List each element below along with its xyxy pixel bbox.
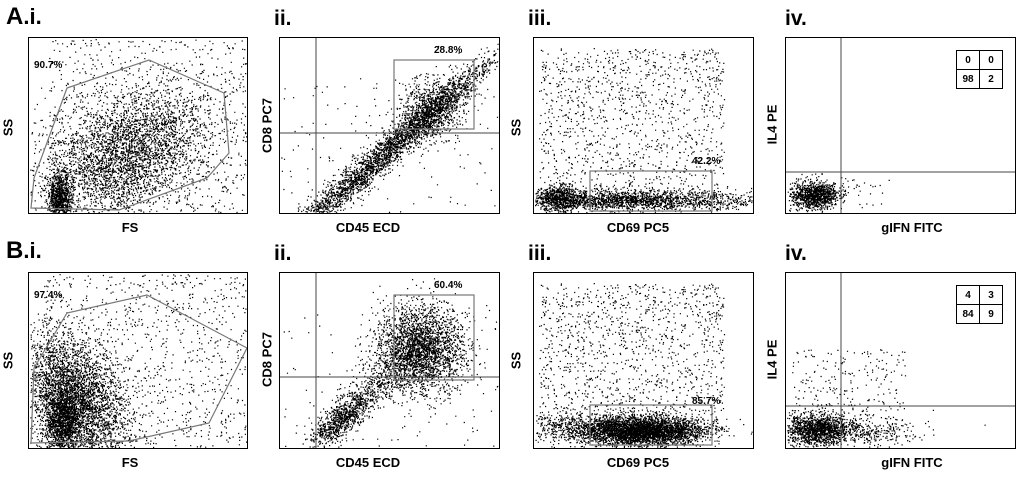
scatter-plot-a-iii: 42.2% (533, 37, 754, 214)
x-axis-label-a-i: FS (121, 220, 139, 235)
scatter-plot-a-i: 90.7% (28, 37, 248, 214)
row-b-panel-iii-label: iii. (528, 242, 552, 265)
scatter-points-b-iv (786, 273, 1015, 448)
gate-value-a-ii: 28.8% (434, 45, 463, 56)
scatter-plot-b-ii: 60.4% (279, 272, 500, 449)
x-axis-label-a-ii: CD45 ECD (335, 220, 401, 235)
scatter-points-b-ii (280, 273, 499, 448)
x-axis-label-a-iii: CD69 PC5 (606, 220, 670, 235)
y-axis-label-b-i: SS (0, 351, 16, 370)
row-a-panel-iii-label: iii. (528, 7, 552, 30)
quadrant-lower-right: 2 (979, 69, 1003, 89)
row-b-label: B.i. (6, 237, 42, 264)
scatter-plot-b-iii: 85.7% (533, 272, 754, 449)
row-a-panel-ii-label: ii. (274, 7, 292, 30)
scatter-plot-b-i: 97.4% (28, 272, 248, 449)
row-a-panel-iv-label: iv. (785, 7, 807, 30)
scatter-points-b-i (30, 274, 247, 448)
scatter-points-a-iv (786, 38, 1015, 213)
quadrant-lower-right: 9 (979, 304, 1003, 324)
y-axis-label-a-i: SS (0, 118, 16, 137)
y-axis-label-b-iv: IL4 PE (764, 339, 780, 380)
quadrant-upper-left: 4 (956, 285, 980, 305)
y-axis-label-b-iii: SS (508, 351, 524, 370)
y-axis-label-a-ii: CD8 PC7 (259, 98, 275, 153)
x-axis-label-b-iii: CD69 PC5 (606, 455, 670, 470)
row-b-panel-iv-label: iv. (785, 242, 807, 265)
scatter-points-a-i (30, 39, 247, 213)
gate-value-b-i: 97.4% (34, 290, 63, 301)
x-axis-label-b-iv: gIFN FITC (881, 455, 943, 470)
quadrant-upper-left: 0 (956, 50, 980, 70)
x-axis-label-a-iv: gIFN FITC (881, 220, 943, 235)
quadrant-lower-left: 84 (956, 304, 980, 324)
x-axis-label-b-ii: CD45 ECD (335, 455, 401, 470)
gate-value-a-i: 90.7% (34, 60, 63, 71)
scatter-plot-a-ii: 28.8% (279, 37, 500, 214)
quadrant-upper-right: 0 (979, 50, 1003, 70)
quadrant-lower-left: 98 (956, 69, 980, 89)
gate-value-a-iii: 42.2% (692, 156, 721, 167)
gate-value-b-ii: 60.4% (434, 280, 463, 291)
scatter-points-b-iii (535, 283, 753, 448)
y-axis-label-a-iii: SS (508, 118, 524, 137)
scatter-points-a-ii (280, 38, 499, 213)
quadrant-upper-right: 3 (979, 285, 1003, 305)
y-axis-label-a-iv: IL4 PE (764, 104, 780, 145)
y-axis-label-b-ii: CD8 PC7 (259, 332, 275, 387)
scatter-points-a-iii (535, 48, 753, 213)
row-b-panel-ii-label: ii. (274, 242, 292, 265)
row-a-label: A.i. (6, 3, 42, 30)
gate-value-b-iii: 85.7% (692, 396, 721, 407)
x-axis-label-b-i: FS (121, 455, 139, 470)
